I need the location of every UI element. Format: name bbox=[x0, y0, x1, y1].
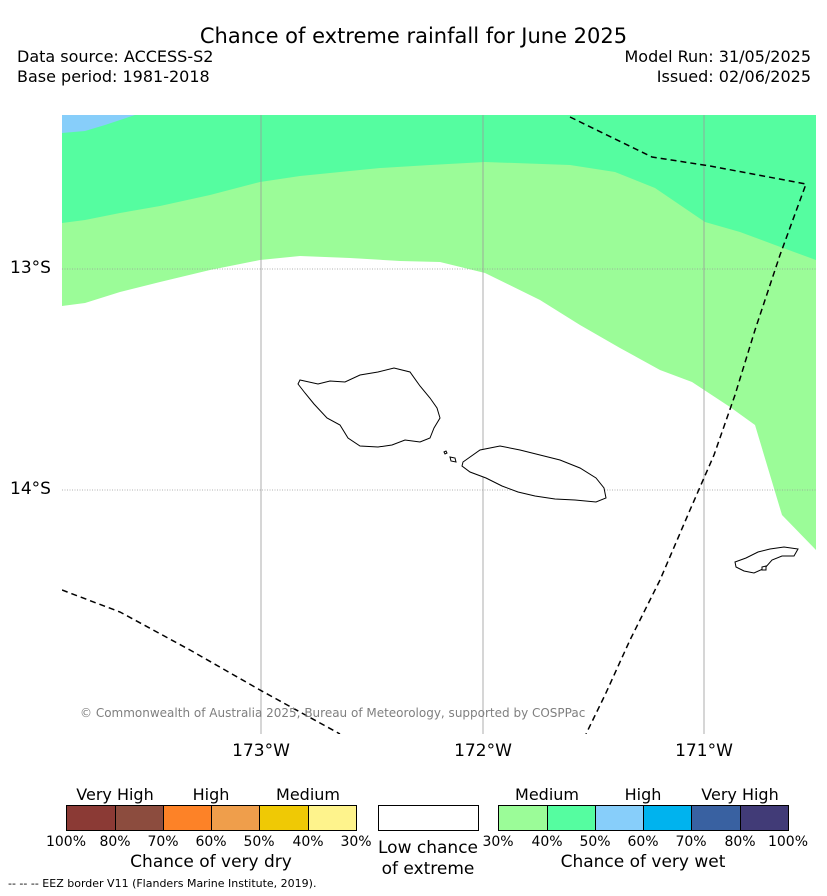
graticule bbox=[62, 115, 816, 734]
wet-heading-very-high: Very High bbox=[701, 785, 779, 804]
dry-legend-title: Chance of very dry bbox=[130, 852, 292, 872]
lon-label-172w: 172°W bbox=[454, 741, 512, 761]
low-chance-line2: of extreme bbox=[381, 859, 475, 879]
eez-footnote: -- -- -- EEZ border V11 (Flanders Marine… bbox=[8, 877, 317, 890]
upolu-island bbox=[461, 445, 607, 503]
wet-pct-70: 70% bbox=[675, 834, 707, 850]
dry-pct-70: 70% bbox=[147, 834, 179, 850]
wet-pct-50: 50% bbox=[579, 834, 611, 850]
savaii-island bbox=[297, 367, 441, 448]
dry-pct-40: 40% bbox=[292, 834, 324, 850]
eez-border-southwest bbox=[62, 589, 341, 734]
dry-pct-80: 80% bbox=[99, 834, 131, 850]
wet-heading-high: High bbox=[624, 785, 662, 804]
dry-pct-30: 30% bbox=[340, 834, 372, 850]
eez-borders bbox=[62, 116, 808, 734]
copyright-text: © Commonwealth of Australia 2025, Bureau… bbox=[80, 706, 586, 720]
dry-pct-50: 50% bbox=[243, 834, 275, 850]
wet-legend-title: Chance of very wet bbox=[560, 852, 726, 872]
wet-heading-medium: Medium bbox=[515, 785, 579, 804]
issued-text: Issued: 02/06/2025 bbox=[656, 67, 811, 86]
dry-swatch-3 bbox=[163, 805, 212, 831]
eez-border-north bbox=[569, 116, 808, 734]
dry-pct-60: 60% bbox=[195, 834, 227, 850]
aunuu-island bbox=[761, 565, 767, 571]
wet-swatch-5 bbox=[691, 805, 741, 831]
dry-swatch-5 bbox=[259, 805, 309, 831]
map-title: Chance of extreme rainfall for June 2025 bbox=[199, 24, 628, 48]
data-source-text: Data source: ACCESS-S2 bbox=[17, 47, 214, 66]
wet-swatch-3 bbox=[595, 805, 644, 831]
low-chance-line1: Low chance bbox=[378, 838, 478, 858]
dry-heading-medium: Medium bbox=[276, 785, 340, 804]
tutuila-island bbox=[734, 546, 799, 574]
dry-swatch-1 bbox=[66, 805, 116, 831]
lon-label-173w: 173°W bbox=[232, 741, 290, 761]
wet-pct-60: 60% bbox=[627, 834, 659, 850]
dry-swatch-2 bbox=[115, 805, 164, 831]
low-chance-label: Low chance of extreme bbox=[368, 838, 488, 880]
dry-swatch-4 bbox=[211, 805, 260, 831]
wet-pct-40: 40% bbox=[531, 834, 563, 850]
dry-heading-very-high: Very High bbox=[76, 785, 154, 804]
manono-island bbox=[449, 456, 457, 463]
wet-pct-80: 80% bbox=[724, 834, 756, 850]
lon-label-171w: 171°W bbox=[675, 741, 733, 761]
islands bbox=[297, 367, 799, 574]
model-run-text: Model Run: 31/05/2025 bbox=[624, 47, 812, 66]
dry-pct-100: 100% bbox=[45, 834, 87, 850]
wet-swatch-4 bbox=[643, 805, 692, 831]
zone-very-wet-60-70 bbox=[62, 115, 135, 133]
lat-label-13s: 13°S bbox=[10, 258, 51, 278]
meta-left: Data source: ACCESS-S2 Base period: 1981… bbox=[17, 47, 213, 87]
base-period-text: Base period: 1981-2018 bbox=[17, 67, 210, 86]
dry-swatch-6 bbox=[308, 805, 357, 831]
zone-very-wet-40-50 bbox=[62, 115, 816, 260]
wet-pct-100: 100% bbox=[767, 834, 809, 850]
wet-swatch-2 bbox=[547, 805, 596, 831]
lat-label-14s: 14°S bbox=[10, 479, 51, 499]
wet-swatch-1 bbox=[498, 805, 548, 831]
dry-heading-high: High bbox=[192, 785, 230, 804]
apolima-island bbox=[443, 450, 448, 455]
wet-pct-30: 30% bbox=[482, 834, 514, 850]
wet-swatch-6 bbox=[740, 805, 789, 831]
low-chance-swatch bbox=[378, 805, 479, 831]
meta-right: Model Run: 31/05/2025 Issued: 02/06/2025 bbox=[625, 47, 812, 87]
zone-very-wet-30-40 bbox=[62, 115, 816, 550]
